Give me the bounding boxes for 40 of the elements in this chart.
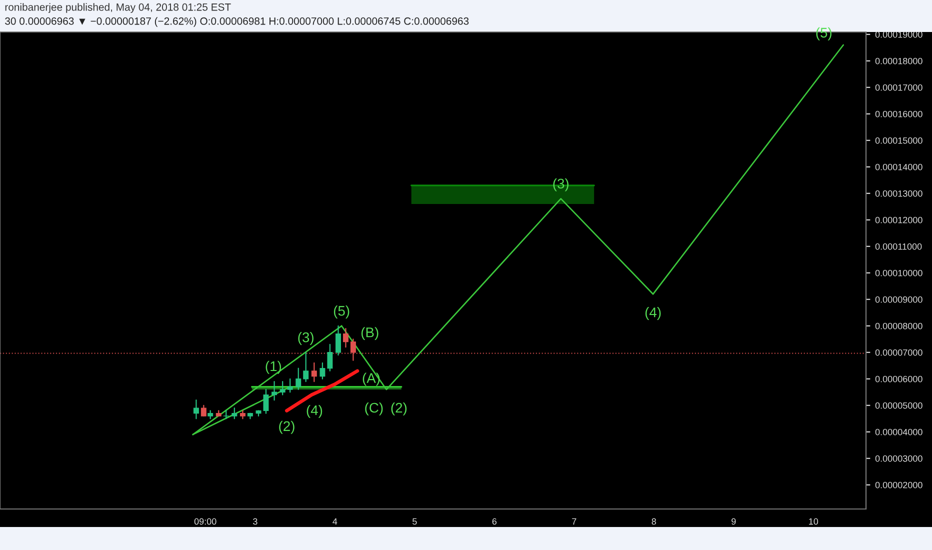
x-tick-label: 10 [809, 518, 818, 525]
x-tick-label: 8 [652, 518, 656, 525]
annotation: (5) [334, 306, 350, 318]
annotation: (1) [266, 360, 282, 374]
annotation: (3) [553, 178, 568, 192]
y-tick-label: 0.00008000 [875, 322, 922, 330]
x-tick-label: 7 [572, 518, 576, 525]
y-tick-label: 0.00004000 [875, 428, 922, 436]
y-tick-label: 0.00014000 [875, 164, 922, 170]
y-tick-label: 0.00018000 [875, 58, 922, 64]
y-tick-label: 0.00003000 [875, 455, 922, 462]
y-tick-label: 0.00010000 [875, 270, 922, 276]
annotation: (C) [365, 402, 383, 416]
chart-title: ronibanerjee published, May 04, 2018 01:25 EST [5, 3, 231, 13]
x-tick-label: 5 [412, 518, 417, 525]
x-tick-label: 6 [492, 518, 497, 525]
annotation: (3) [298, 332, 314, 345]
annotation: (2) [391, 402, 407, 416]
y-tick-label: 0.00013000 [875, 190, 922, 197]
annotation: (4) [306, 404, 322, 418]
annotation: (B) [361, 327, 378, 340]
chart-subtitle: 30 0.00006963 ▼ −0.00000187 (−2.62%) O:0.00006981 H:0.00007000 L:0.00006745 C:0.00006963 [5, 17, 469, 27]
x-tick-label: 4 [332, 518, 338, 525]
y-tick-label: 0.00006000 [875, 376, 922, 382]
y-tick-label: 0.00017000 [875, 84, 922, 91]
y-tick-label: 0.00019000 [875, 31, 922, 38]
y-tick-label: 0.00009000 [875, 296, 922, 303]
x-tick-label: 09:00 [194, 518, 216, 525]
y-tick-label: 0.00005000 [875, 402, 922, 409]
annotation: (A) [362, 372, 380, 386]
y-tick-label: 0.00012000 [875, 216, 922, 224]
x-tick-label: 3 [253, 518, 258, 525]
annotation: (4) [645, 307, 661, 320]
y-tick-label: 0.00015000 [875, 137, 922, 144]
x-tick-label: 9 [732, 518, 736, 525]
y-tick-label: 0.00016000 [875, 110, 922, 118]
annotation: (2) [279, 420, 294, 434]
y-tick-label: 0.00011000 [875, 243, 922, 250]
y-tick-label: 0.00007000 [875, 349, 922, 356]
y-tick-label: 0.00002000 [875, 482, 922, 488]
